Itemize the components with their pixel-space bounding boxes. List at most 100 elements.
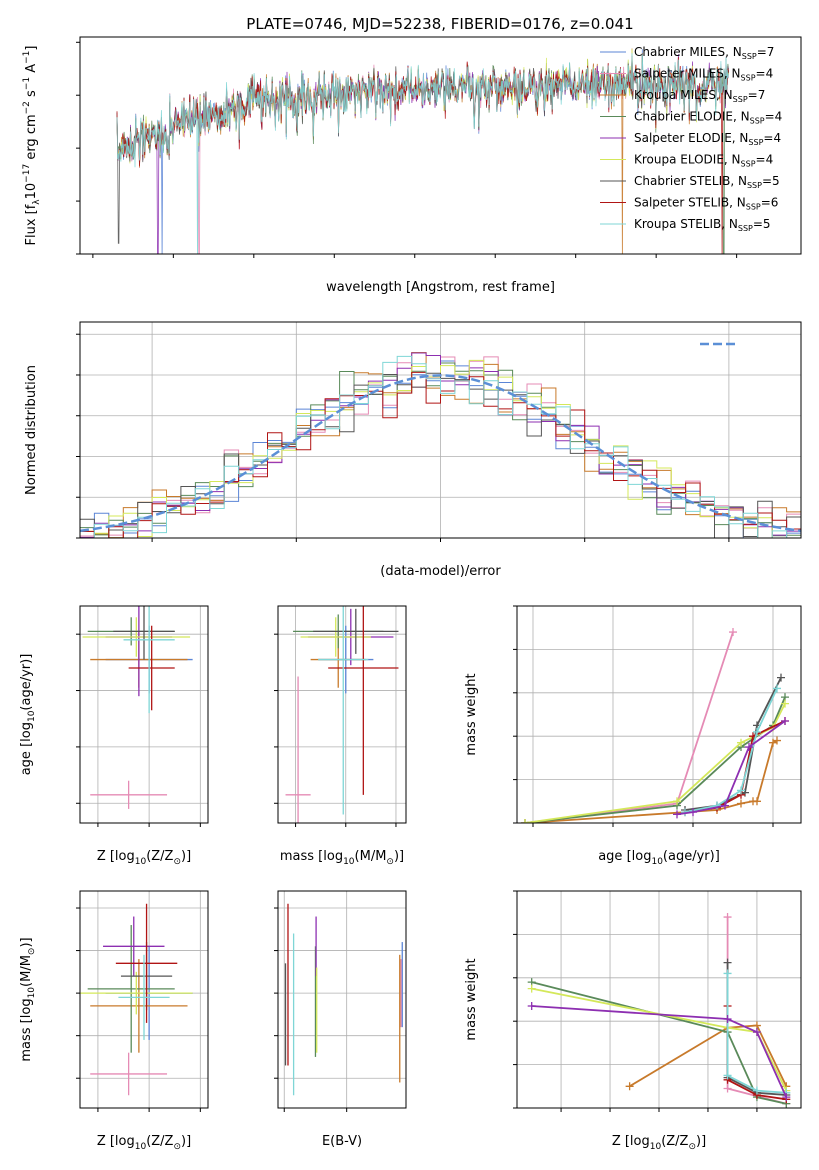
mass-weight-marker — [737, 786, 745, 795]
spectrum-plot-area — [116, 48, 729, 254]
label-part: A — [24, 64, 39, 77]
mass-weight-age-frame — [516, 605, 802, 824]
mass-weight-marker — [773, 736, 781, 745]
mass-weight-marker — [723, 1015, 732, 1024]
label-part: =7 — [757, 45, 775, 59]
mass-weight-line — [629, 1024, 788, 1088]
mass-weight-marker — [527, 1002, 536, 1011]
label-part: SSP — [733, 95, 748, 104]
y-axis-label: mass weight — [464, 958, 479, 1040]
mass-weight-z-axes: Z [log10(Z/Z⊙)] mass weight — [464, 890, 802, 1152]
mass-weight-z-grid — [517, 890, 801, 1109]
mass-weight-marker — [723, 969, 732, 978]
spectrum-axis: wavelength [Angstrom, rest frame] Flux [f… — [22, 36, 802, 295]
mass-weight-line — [531, 1005, 788, 1098]
label-part: Salpeter STELIB, N — [634, 196, 746, 210]
label-part: SSP — [748, 138, 763, 147]
label-part: )] — [181, 849, 191, 864]
residuals-axes: (data-model)/error Normed distribution — [24, 321, 802, 579]
label-part: ⊙ — [173, 1142, 181, 1152]
label-part: 10 — [24, 183, 39, 200]
ebv-mass-axes: E(B-V) — [274, 890, 407, 1149]
label-part: )] — [394, 849, 404, 864]
z-mass-axes: Z [log10(Z/Z⊙)]mass [log10(M/M⊙)] — [19, 890, 209, 1152]
y-axis-label: Normed distribution — [24, 365, 39, 495]
spectrum-axes: wavelength [Angstrom, rest frame] Flux [f… — [22, 36, 802, 295]
label-part: wavelength [Angstrom, rest frame] — [326, 280, 555, 295]
mass-weight-marker — [625, 1082, 634, 1091]
mass-weight-marker — [723, 1071, 732, 1080]
z-age-frame — [79, 605, 209, 824]
spectrum-legend: Chabrier MILES, NSSP=7 Salpeter MILES, NS… — [600, 45, 782, 233]
gaussian-curve — [80, 374, 801, 533]
label-part: ⊙ — [688, 1142, 696, 1152]
residual-histogram — [80, 359, 801, 538]
mass-weight-marker — [723, 958, 732, 967]
mass-weight-line — [531, 981, 787, 1105]
label-part: Z [log — [97, 849, 135, 864]
label-part: =5 — [753, 217, 771, 231]
legend-entry: Salpeter MILES, NSSP=4 — [634, 67, 773, 83]
label-part: =5 — [762, 174, 780, 188]
mass-weight-marker — [723, 1084, 732, 1093]
label-part: ⊙ — [27, 948, 37, 956]
label-part: λ — [32, 199, 42, 205]
legend-entry: Salpeter STELIB, NSSP=6 — [634, 196, 778, 212]
mass-weight-marker — [781, 699, 789, 708]
label-part: SSP — [741, 74, 756, 83]
mass-weight-marker — [521, 819, 529, 823]
label-part: =7 — [748, 88, 766, 102]
x-axis-label: Z [log10(Z/Z⊙)] — [97, 849, 191, 867]
y-axis-label: age [log10(age/yr)] — [19, 654, 37, 776]
mass-weight-marker — [673, 810, 681, 819]
mass-weight-marker — [737, 799, 745, 808]
y-axis-label: mass [log10(M/M⊙)] — [19, 937, 37, 1061]
label-part: SSP — [747, 181, 762, 190]
x-axis-label: Z [log10(Z/Z⊙)] — [612, 1134, 706, 1152]
mass-weight-marker — [729, 628, 737, 637]
ebv-mass-plot-area — [284, 903, 403, 1096]
z-age-plot-area — [82, 606, 193, 809]
residuals-plot-area — [80, 352, 801, 538]
label-part: (Z/Z — [661, 1134, 688, 1149]
label-part: SSP — [750, 117, 765, 126]
label-part: Salpeter ELODIE, N — [634, 131, 748, 145]
mass-age-plot-area — [285, 606, 399, 823]
label-part: =4 — [756, 67, 774, 81]
mass-weight-marker — [713, 801, 721, 810]
residual-histogram — [80, 371, 801, 538]
label-part: )] — [181, 1134, 191, 1149]
label-part: age [log — [598, 849, 651, 864]
mass-weight-marker — [782, 1093, 791, 1102]
mass-weight-z-plot-area — [527, 913, 791, 1108]
legend-entry: Salpeter ELODIE, NSSP=4 — [634, 131, 781, 147]
mass-weight-age-grid — [517, 605, 801, 824]
mass-weight-line — [531, 987, 788, 1092]
label-part: s — [24, 90, 39, 101]
label-part: −1 — [22, 51, 32, 64]
y-axis-label: Flux [fλ10−17 erg cm−2 s−1 A−1] — [22, 46, 42, 246]
mass-weight-marker — [527, 984, 536, 993]
mass-weight-z-frame — [516, 890, 802, 1109]
mass-weight-age-axes: age [log10(age/yr)] mass weight — [464, 605, 802, 867]
label-part: Chabrier STELIB, N — [634, 174, 747, 188]
label-part: erg cm — [24, 114, 39, 163]
label-part: (Z/Z — [146, 1134, 173, 1149]
mass-weight-marker — [773, 684, 781, 693]
mass-weight-marker — [721, 801, 729, 810]
label-part: 10 — [27, 987, 37, 999]
label-part: ⊙ — [173, 857, 181, 867]
z-mass-axis: Z [log10(Z/Z⊙)]mass [log10(M/M⊙)] — [19, 890, 209, 1152]
mass-weight-marker — [737, 738, 745, 747]
label-part: Z [log — [97, 1134, 135, 1149]
label-part: age [log — [19, 722, 34, 775]
mass-age-axis: mass [log10(M/M⊙)] — [274, 605, 407, 867]
label-part: Kroupa MILES, N — [634, 88, 733, 102]
mass-age-axes: mass [log10(M/M⊙)] — [274, 605, 407, 867]
legend-entry: Kroupa ELODIE, NSSP=4 — [634, 153, 773, 169]
x-axis-label: E(B-V) — [322, 1134, 362, 1149]
label-part: mass weight — [464, 958, 479, 1040]
x-axis-label: age [log10(age/yr)] — [598, 849, 720, 867]
legend-entry: Chabrier MILES, NSSP=7 — [634, 45, 774, 61]
mass-weight-line — [684, 677, 782, 811]
